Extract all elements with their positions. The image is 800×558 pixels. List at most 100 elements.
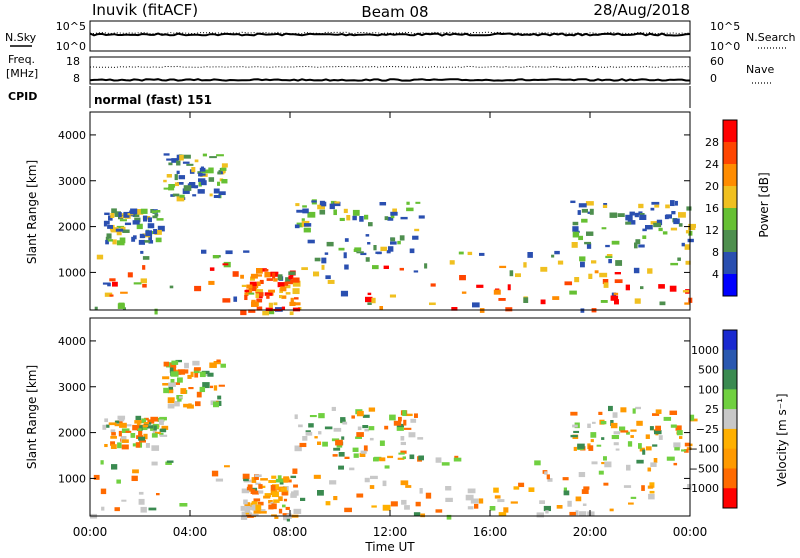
scatter-cell [562, 477, 569, 481]
scatter-cell [301, 218, 305, 221]
scatter-cell [390, 211, 398, 216]
scatter-cell [654, 204, 660, 208]
scatter-cell [333, 209, 337, 216]
scatter-cell [459, 275, 466, 281]
scatter-cell [404, 505, 410, 510]
scatter-cell [670, 200, 675, 207]
scatter-cell [625, 214, 633, 221]
scatter-cell [674, 447, 680, 451]
scatter-cell [182, 161, 190, 164]
scatter-cell [270, 501, 275, 504]
scatter-cell [319, 209, 326, 215]
scatter-cell [250, 276, 255, 281]
scatter-cell [147, 425, 154, 429]
scatter-cell [250, 488, 256, 494]
scatter-cell [152, 425, 157, 431]
scatter-cell [111, 432, 116, 436]
scatter-cell [108, 215, 113, 221]
scatter-cell [282, 504, 286, 508]
scatter-cell [670, 424, 677, 428]
scatter-cell [319, 200, 325, 206]
scatter-cell [233, 296, 238, 302]
scatter-cell [302, 436, 308, 441]
y-tick-label: 4000 [58, 335, 86, 348]
scatter-cell [307, 239, 315, 244]
scatter-cell [572, 221, 579, 226]
scatter-cell [367, 292, 372, 296]
scatter-cell [271, 503, 277, 510]
scatter-cell [404, 427, 412, 430]
scatter-cell [252, 490, 259, 495]
scatter-cell [208, 280, 215, 285]
scatter-cell [141, 418, 147, 424]
scatter-cell [648, 493, 655, 500]
scatter-cell [268, 504, 274, 510]
scatter-cell [585, 201, 594, 206]
scatter-cell [134, 420, 142, 424]
scatter-cell [325, 501, 331, 506]
scatter-cell [251, 301, 259, 307]
cpid-label: CPID [8, 90, 37, 103]
scatter-cell [308, 423, 314, 428]
scatter-cell [221, 163, 228, 168]
scatter-cell [513, 486, 520, 490]
scatter-cell [243, 250, 250, 253]
scatter-cell [313, 271, 320, 277]
scatter-cell [498, 298, 506, 301]
scatter-cell [158, 419, 164, 425]
scatter-cell [603, 282, 609, 288]
scatter-cell [121, 428, 130, 434]
scatter-cell [582, 503, 587, 506]
scatter-cell [296, 222, 303, 228]
scatter-cell [677, 257, 681, 261]
scatter-cell [343, 252, 347, 259]
scatter-cell [665, 204, 670, 209]
scatter-cell [182, 188, 190, 194]
scatter-cell [107, 225, 114, 229]
scatter-cell [136, 209, 144, 215]
scatter-cell [614, 272, 621, 275]
scatter-cell [557, 260, 564, 265]
scatter-cell [571, 242, 578, 248]
scatter-cell [196, 391, 202, 398]
scatter-cell [209, 156, 217, 159]
scatter-cell [209, 385, 214, 389]
scatter-cell [112, 281, 118, 287]
scatter-cell [184, 362, 189, 369]
scatter-cell [294, 302, 301, 306]
scatter-cell [365, 257, 370, 262]
scatter-cell [406, 207, 414, 212]
scatter-cell [268, 480, 277, 483]
scatter-cell [627, 441, 633, 447]
scatter-cell [401, 499, 407, 505]
scatter-cell [321, 257, 327, 264]
scatter-cell [254, 474, 262, 477]
scatter-cell [159, 432, 164, 436]
scatter-cell [264, 271, 271, 278]
scatter-cell [136, 223, 143, 230]
scatter-cell [264, 269, 269, 272]
scatter-cell [176, 196, 185, 202]
scatter-cell [291, 491, 298, 496]
scatter-cell [292, 288, 300, 295]
velocity-colorbar-tick-label: 100 [698, 383, 719, 396]
scatter-cell [645, 446, 652, 451]
scatter-cell [166, 158, 174, 161]
scatter-cell [317, 204, 325, 210]
scatter-cell [625, 221, 632, 225]
scatter-cell [645, 225, 653, 230]
scatter-cell [572, 226, 579, 232]
scatter-cell [630, 435, 634, 438]
scatter-cell [563, 490, 570, 496]
scatter-cell [139, 439, 146, 443]
scatter-cell [387, 455, 394, 459]
scatter-cell [332, 454, 338, 457]
scatter-cell [163, 153, 170, 156]
scatter-cell [356, 251, 364, 254]
scatter-cell [372, 265, 379, 270]
scatter-cell [628, 502, 634, 505]
scatter-cell [151, 445, 160, 451]
scatter-cell [119, 219, 127, 222]
scatter-cell [688, 223, 696, 228]
scatter-cell [417, 437, 424, 440]
